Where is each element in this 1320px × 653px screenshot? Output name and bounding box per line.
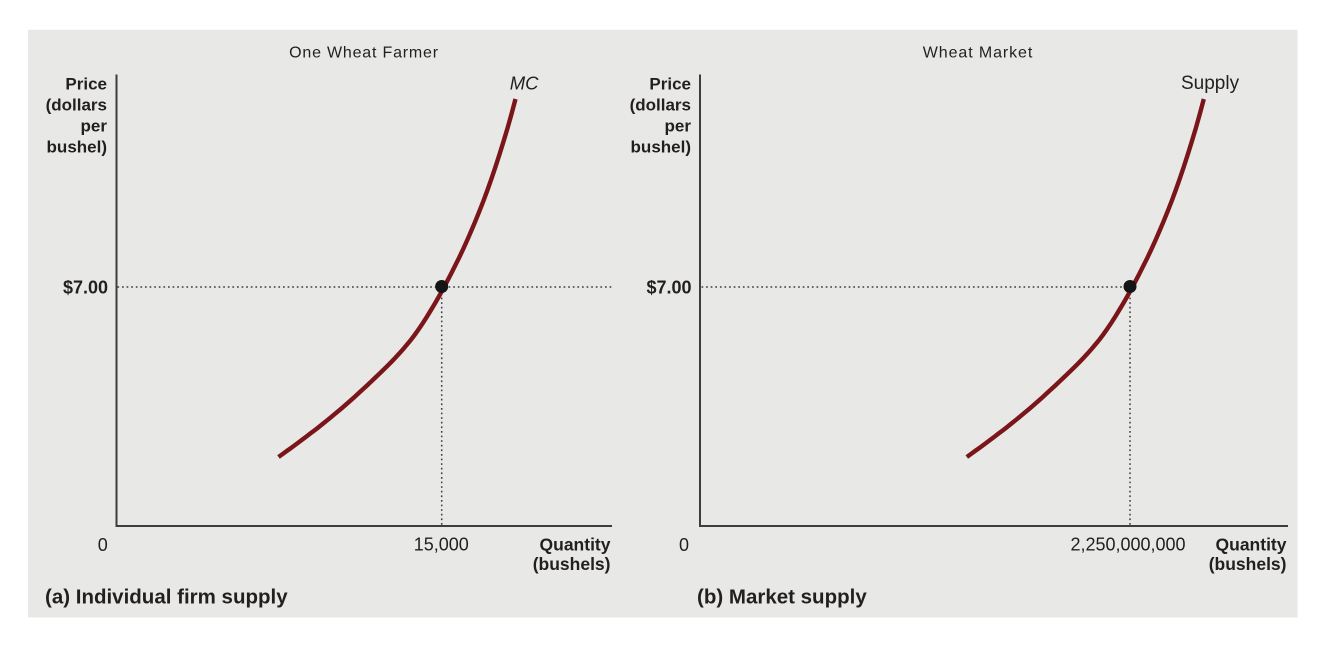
svg-text:Quantity: Quantity	[540, 535, 611, 555]
svg-text:Wheat Market: Wheat Market	[923, 45, 1033, 62]
svg-text:Price: Price	[65, 75, 107, 94]
svg-text:(bushels): (bushels)	[1209, 554, 1287, 574]
svg-text:Supply: Supply	[1181, 73, 1240, 94]
svg-text:$7.00: $7.00	[63, 278, 108, 298]
svg-text:(dollars: (dollars	[630, 96, 691, 115]
svg-text:(b) Market supply: (b) Market supply	[697, 586, 867, 609]
svg-text:bushel): bushel)	[47, 138, 107, 157]
svg-text:One Wheat Farmer: One Wheat Farmer	[289, 45, 439, 62]
svg-text:15,000: 15,000	[414, 535, 469, 555]
svg-text:Price: Price	[649, 75, 691, 94]
svg-text:2,250,000,000: 2,250,000,000	[1070, 535, 1185, 555]
svg-text:$7.00: $7.00	[646, 278, 691, 298]
svg-text:(bushels): (bushels)	[533, 554, 611, 574]
svg-text:(a) Individual firm supply: (a) Individual firm supply	[45, 586, 288, 609]
svg-text:MC: MC	[510, 73, 539, 94]
svg-text:per: per	[81, 117, 108, 136]
svg-text:(dollars: (dollars	[46, 96, 107, 115]
svg-text:0: 0	[98, 535, 108, 555]
svg-text:per: per	[665, 117, 692, 136]
svg-text:bushel): bushel)	[631, 138, 691, 157]
svg-text:0: 0	[679, 535, 689, 555]
svg-text:Quantity: Quantity	[1216, 535, 1287, 555]
